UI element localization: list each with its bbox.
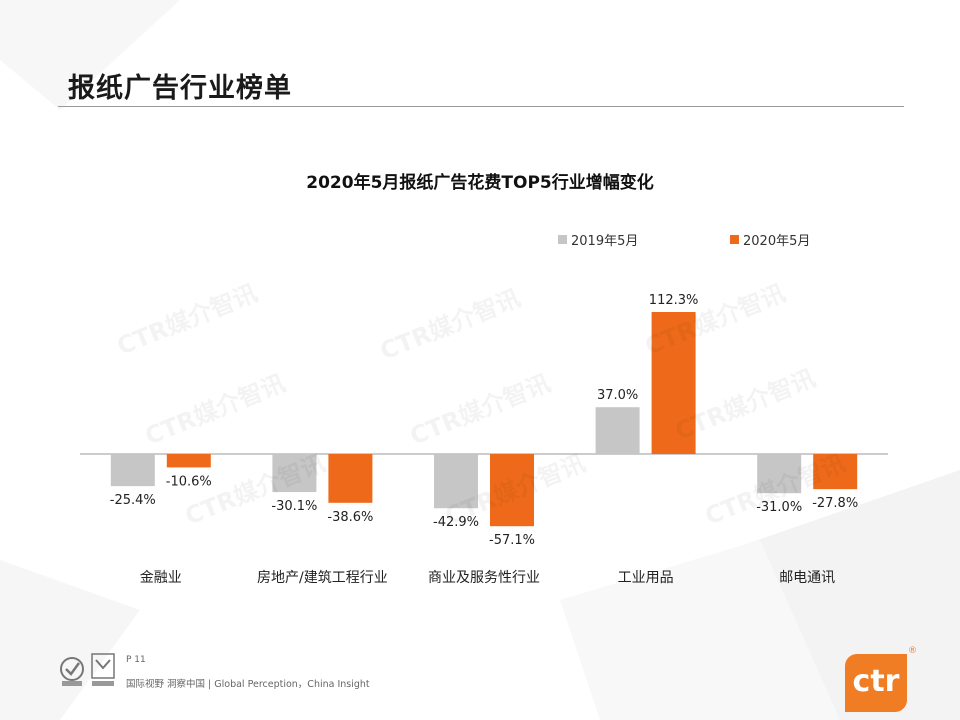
data-label: 112.3% (649, 293, 699, 308)
bar-2019 (757, 454, 802, 494)
page-title: 报纸广告行业榜单 (68, 73, 292, 104)
bar-2020 (328, 454, 373, 503)
legend-label-2019: 2019年5月 (571, 234, 639, 249)
data-label: -42.9% (433, 515, 479, 530)
data-label: -27.8% (812, 496, 858, 511)
bar-2019 (434, 454, 478, 509)
legend-label-2020: 2020年5月 (743, 234, 811, 249)
legend-swatch-2020 (730, 235, 739, 244)
chart-legend: 2019年5月 2020年5月 (0, 230, 960, 250)
ctr-logo-icon: ctr (845, 654, 907, 712)
category-label: 金融业 (140, 570, 182, 586)
bar-2019 (595, 407, 640, 454)
data-label: -38.6% (327, 510, 373, 525)
legend-swatch-2019 (558, 235, 567, 244)
bar-2020 (813, 454, 858, 490)
bar-2019 (110, 454, 155, 487)
data-label: -30.1% (271, 499, 317, 514)
data-label: -31.0% (756, 500, 802, 515)
data-label: -25.4% (110, 493, 156, 508)
bar-2020 (651, 312, 696, 454)
page-number: P 11 (126, 655, 146, 665)
sgs-certification-icon (60, 657, 84, 686)
footer-slogan: 国际视野 洞察中国 | Global Perception，China Insi… (126, 679, 370, 690)
data-label: -10.6% (166, 474, 212, 489)
legend-item-2020: 2020年5月 (730, 230, 810, 249)
chart-title: 2020年5月报纸广告花费TOP5行业增幅变化 (306, 173, 654, 193)
bar-2019 (272, 454, 317, 493)
data-label: -57.1% (489, 533, 535, 548)
category-label: 商业及服务性行业 (428, 570, 540, 586)
ukas-certification-icon (91, 653, 115, 686)
registered-mark: ® (908, 646, 917, 656)
category-label: 房地产/建筑工程行业 (257, 570, 388, 586)
bar-2020 (166, 454, 211, 468)
category-label: 邮电通讯 (779, 570, 835, 586)
bar-2020 (490, 454, 534, 527)
brand-text: ctr (852, 664, 900, 699)
certification-logos (60, 653, 115, 686)
data-label: 37.0% (597, 388, 638, 403)
title-divider (58, 106, 904, 107)
category-label: 工业用品 (618, 570, 674, 586)
legend-item-2019: 2019年5月 (558, 230, 638, 249)
